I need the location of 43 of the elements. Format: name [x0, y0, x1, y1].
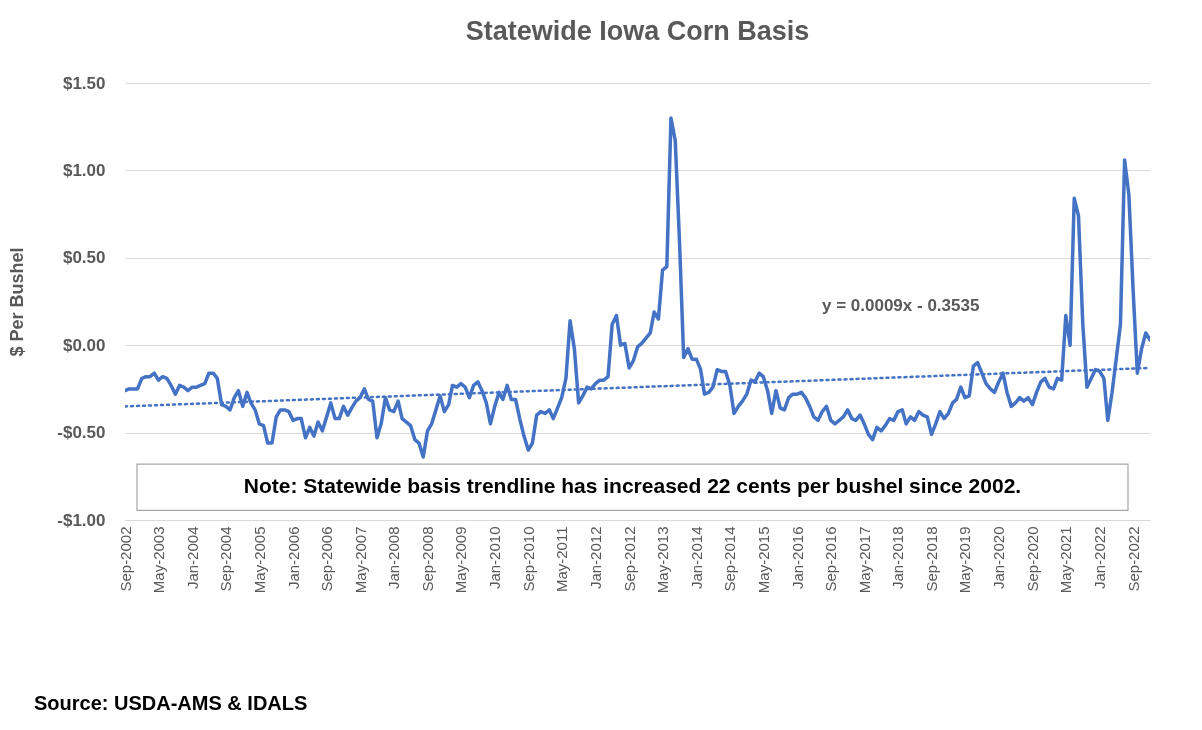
x-tick-label: Sep-2006 [318, 526, 336, 592]
x-tick-label: Sep-2002 [116, 526, 134, 592]
x-tick-label: Sep-2020 [1023, 526, 1041, 592]
x-tick-label: May-2019 [956, 526, 974, 594]
x-tick-label: Jan-2012 [586, 526, 604, 590]
x-tick-label: Jan-2022 [1091, 526, 1109, 590]
x-tick-label: Sep-2004 [217, 526, 235, 592]
x-tick-label: Sep-2014 [721, 526, 739, 592]
x-tick-label: Sep-2012 [620, 526, 638, 592]
x-tick-label: May-2017 [855, 526, 873, 594]
x-tick-label: Jan-2014 [687, 526, 705, 590]
x-tick-label: Sep-2008 [419, 526, 437, 592]
line-series [125, 116, 1150, 459]
x-tick-label: Jan-2006 [284, 526, 302, 590]
y-axis-title: $ Per Bushel [7, 247, 28, 357]
x-tick-label: May-2007 [351, 526, 369, 594]
annotation: Note: Statewide basis trendline has increased 22 cents per bushel since 2002. [243, 474, 1022, 498]
x-tick-label: Jan-2010 [486, 526, 504, 590]
y-tick-label: $0.50 [62, 248, 106, 268]
chart-title: Statewide Iowa Corn Basis [465, 16, 810, 46]
y-tick-label: $0.00 [62, 335, 106, 355]
y-tick-label: $1.00 [62, 160, 106, 180]
x-tick-label: Jan-2018 [889, 526, 907, 590]
x-tick-label: May-2009 [452, 526, 470, 594]
x-tick-label: Sep-2010 [519, 526, 537, 592]
x-tick-label: Jan-2008 [385, 526, 403, 590]
x-tick-label: May-2011 [553, 526, 571, 593]
y-tick-label: -$1.00 [57, 510, 106, 530]
x-tick-label: May-2013 [654, 526, 672, 594]
y-tick-label: $1.50 [62, 73, 106, 93]
x-tick-label: Sep-2022 [1124, 526, 1142, 592]
x-tick-label: Sep-2018 [923, 526, 941, 592]
x-tick-label: May-2021 [1057, 526, 1075, 594]
source-note: Source: USDA-AMS & IDALS [34, 692, 308, 715]
x-tick-label: May-2005 [250, 526, 268, 594]
y-tick-label: -$0.50 [57, 423, 106, 443]
x-tick-label: May-2015 [754, 526, 772, 594]
x-tick-label: Jan-2016 [788, 526, 806, 590]
x-tick-label: Jan-2020 [990, 526, 1008, 590]
x-tick-label: May-2003 [149, 526, 167, 594]
x-tick-label: Sep-2016 [822, 526, 840, 592]
annotation: y = 0.0009x - 0.3535 [822, 295, 980, 315]
x-tick-label: Jan-2004 [183, 526, 201, 590]
